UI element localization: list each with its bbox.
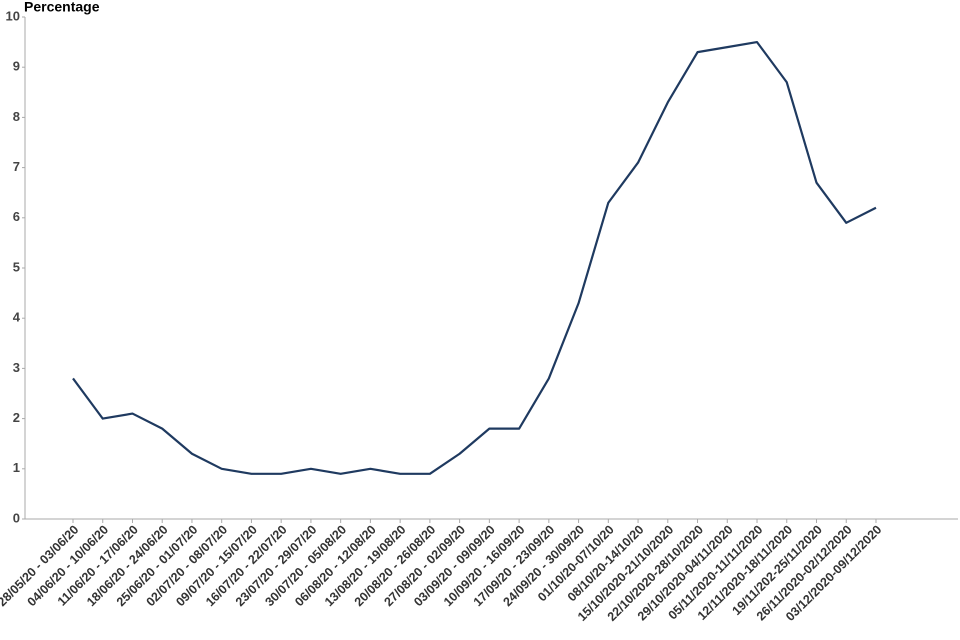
y-axis-label: Percentage xyxy=(24,0,100,15)
y-tick-label: 1 xyxy=(13,460,20,475)
y-tick-label: 4 xyxy=(13,310,21,325)
y-tick-label: 7 xyxy=(13,159,20,174)
y-tick-label: 9 xyxy=(13,59,20,74)
line xyxy=(72,41,877,475)
y-tick-label: 8 xyxy=(13,109,20,124)
y-tick-label: 6 xyxy=(13,209,20,224)
y-tick-label: 0 xyxy=(13,510,20,525)
y-tick-label: 10 xyxy=(6,8,20,23)
y-tick-label: 3 xyxy=(13,360,20,375)
y-tick-label: 2 xyxy=(13,410,20,425)
y-tick-label: 5 xyxy=(13,259,20,274)
